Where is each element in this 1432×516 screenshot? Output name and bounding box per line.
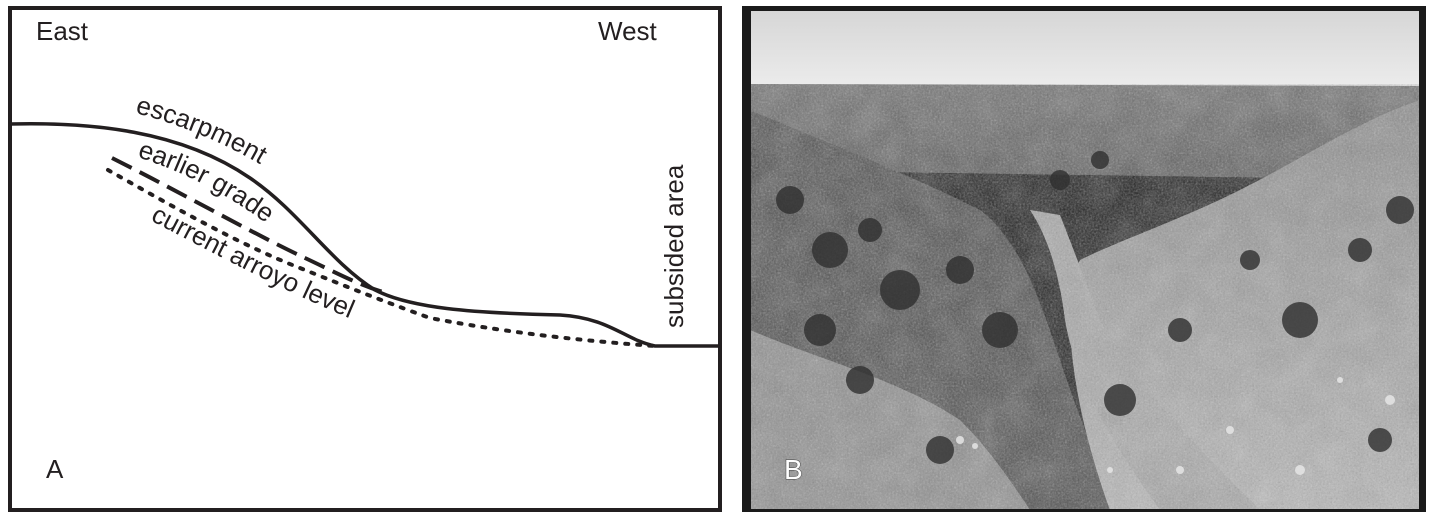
west-label: West bbox=[598, 16, 658, 46]
subsided-area-label: subsided area bbox=[659, 164, 689, 328]
sky bbox=[750, 10, 1420, 88]
panel-b-letter: B bbox=[784, 454, 803, 485]
current-arroyo-level-line bbox=[106, 168, 657, 348]
panel-a-letter: A bbox=[46, 454, 64, 484]
escarpment-line bbox=[9, 121, 720, 348]
east-label: East bbox=[36, 16, 89, 46]
earlier-grade-line bbox=[111, 156, 391, 296]
panel-b-photo: B bbox=[742, 6, 1426, 512]
panel-a-frame bbox=[8, 6, 722, 512]
panel-a-diagram: East West escarpment earlier grade curre… bbox=[8, 6, 722, 512]
